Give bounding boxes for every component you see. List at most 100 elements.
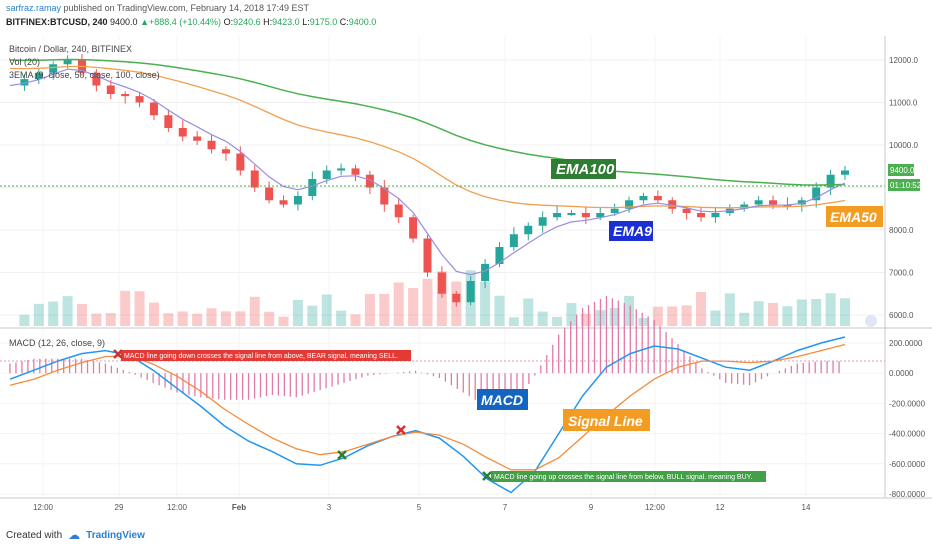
symbol-label: BITFINEX:BTCUSD, 240 [6,17,108,27]
candle-body [466,281,475,303]
created-text: Created with [6,529,63,541]
candle-body [495,247,504,264]
candle-body [135,96,144,103]
volume-bar [638,317,649,326]
volume-bar [364,293,375,326]
candle-body [193,136,202,141]
candle-body [106,85,115,94]
volume-bar [408,287,419,326]
time-tick-label: 9 [589,503,594,512]
low-label: L: [302,17,310,27]
time-tick-label: 3 [327,503,332,512]
vol-legend[interactable]: Vol (20) [9,57,41,67]
close-value: 9400.0 [348,17,377,27]
bull-note-box [491,471,766,482]
countdown-tag [888,179,920,191]
time-tick-label: 14 [802,503,811,512]
up-arrow-icon: ▲ [140,17,149,27]
volume-bar [825,293,836,326]
candle-body [797,200,806,205]
candle-body [49,64,58,73]
volume-bar [19,314,30,326]
volume-bar [494,295,505,326]
flag-icon[interactable] [865,315,877,327]
time-tick-label: 12:00 [645,503,666,512]
chart-area[interactable]: 12000.011000.010000.09000.08000.07000.06… [0,36,932,518]
time-tick-label: 7 [503,503,508,512]
volume-bar [508,317,519,326]
ema-legend[interactable]: 3EMA (9, close, 50, close, 100, close) [9,70,160,80]
high-value: 9423.0 [272,17,300,27]
macd-label-box [477,389,528,410]
volume-bar [768,302,779,326]
time-tick-label: 12:00 [167,503,188,512]
low-value: 9175.0 [309,17,338,27]
cloud-logo-icon: ☁ [68,528,81,542]
ema9-line [9,68,846,276]
volume-bar [566,302,577,326]
price-tick-label: 7000.0 [889,269,914,278]
candle-body [682,208,691,213]
time-axis[interactable]: 12:00 29 12:00 Feb 3 5 7 9 12:00 12 14 [33,503,811,512]
candle-body [279,200,288,205]
candle-body [394,204,403,218]
ema50-label: EMA50 [830,209,877,225]
macd-axis[interactable]: 200.0000 0.0000 -200.0000 -400.0000 -600.000… [889,339,926,499]
volume-bar [523,298,534,326]
buy-cross-icon-1 [337,450,347,460]
time-tick-label: 29 [115,503,124,512]
volume-bar [422,278,433,326]
volume-bar [163,313,174,326]
candle-body [754,200,763,205]
volume-bar [782,306,793,326]
volume-bar [249,296,260,326]
chart-svg[interactable]: 12000.011000.010000.09000.08000.07000.06… [0,36,932,518]
candle-body [697,213,706,218]
signal-label-box [563,409,650,431]
macd-tick-label: -800.0000 [889,490,926,499]
sell-cross-icon-2 [396,425,406,435]
volume-bar [350,314,361,326]
volume-bar [667,306,678,326]
candle-body [293,196,302,205]
open-value: 9240.6 [233,17,261,27]
countdown-text: 01:10:52 [890,181,922,190]
candle-body [668,200,677,209]
volume-bar [753,301,764,326]
volume-bar [710,310,721,326]
volume-bar [537,311,548,326]
candle-body [250,170,259,188]
candle-body [265,187,274,201]
volume-bar [580,313,591,326]
candle-body [164,115,173,128]
candle-body [207,140,216,150]
bull-note: MACD line going up crosses the signal li… [494,474,752,481]
author-link[interactable]: sarfraz.ramay [6,3,62,13]
volume-bar [307,305,318,326]
quote-line: BITFINEX:BTCUSD, 240 9400.0 ▲+888.4 (+10… [6,17,376,27]
macd-tick-label: -200.0000 [889,399,926,408]
candle-body [826,174,835,188]
candle-body [221,149,230,154]
macd-tick-label: 0.0000 [889,369,914,378]
bear-note-box [121,350,411,361]
time-tick-label: Feb [232,503,246,512]
ema100-label-box [551,159,616,179]
ema9-label-box [609,221,653,241]
close-label: C: [339,17,349,27]
last-price-text: 9400.0 [890,166,915,175]
macd-legend[interactable]: MACD (12, 26, close, 9) [9,338,106,348]
candle-body [481,264,490,281]
candle-body [337,168,346,171]
tradingview-link[interactable]: TradingView [86,529,145,541]
volume-bar [624,295,635,326]
volume-bar [235,311,246,326]
volume-bar [264,311,275,326]
price-tick-label: 10000.0 [889,141,918,150]
volume-bar [336,310,347,326]
candle-body [351,168,360,175]
chart-title: Bitcoin / Dollar, 240, BITFINEX [9,44,133,54]
candle-body [365,174,374,188]
volume-bar [62,296,73,326]
macd-tick-label: 200.0000 [889,339,923,348]
